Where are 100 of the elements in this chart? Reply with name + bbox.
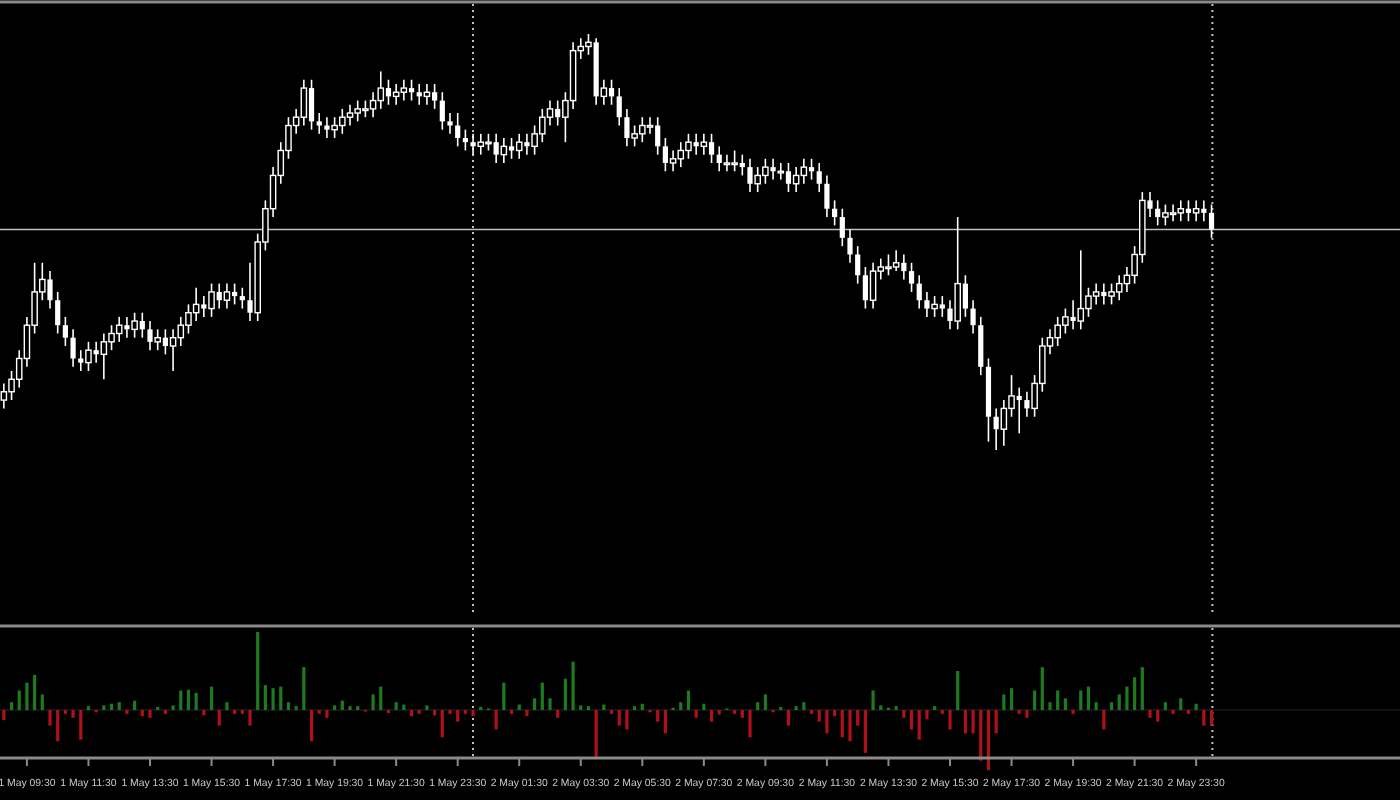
candlestick	[662, 137, 668, 173]
candlestick	[924, 291, 930, 318]
candlestick	[1185, 199, 1192, 222]
candlestick	[808, 158, 815, 181]
candlestick	[892, 249, 900, 272]
candlestick	[1000, 399, 1008, 447]
candlestick	[493, 133, 499, 164]
candlestick	[1016, 386, 1022, 435]
candlestick	[477, 133, 485, 156]
candlestick	[78, 349, 84, 372]
candlestick	[377, 70, 385, 110]
candlestick	[800, 158, 808, 185]
candlestick	[770, 158, 776, 181]
candlestick	[0, 382, 8, 410]
candlestick	[747, 158, 753, 193]
candlestick	[201, 295, 207, 318]
candlestick	[447, 112, 453, 135]
candlestick	[869, 262, 877, 310]
candlestick	[639, 116, 646, 143]
candlestick	[1024, 390, 1030, 418]
candlestick	[115, 316, 123, 343]
candlestick	[1169, 203, 1177, 222]
candlestick	[1101, 282, 1107, 306]
candlestick	[1115, 274, 1123, 302]
candlestick	[1177, 199, 1185, 222]
candlestick	[739, 153, 745, 177]
candlestick	[331, 116, 338, 139]
candlestick	[462, 128, 468, 152]
candlestick	[731, 149, 738, 173]
candlestick	[839, 207, 845, 247]
candlestick	[1208, 203, 1215, 239]
candlestick	[300, 78, 308, 127]
candlestick	[515, 133, 523, 160]
candlestick	[169, 328, 177, 372]
candlestick	[369, 91, 377, 118]
candlestick	[216, 282, 222, 310]
candlestick	[762, 158, 769, 185]
candlestick	[354, 99, 361, 123]
candlestick	[55, 291, 61, 335]
candlestick	[716, 145, 722, 173]
candlestick	[432, 83, 438, 110]
candlestick	[1062, 307, 1069, 335]
candlestick	[908, 262, 915, 293]
candlestick	[777, 162, 785, 181]
candlestick	[154, 328, 161, 351]
candlestick	[70, 328, 76, 368]
candlestick	[531, 124, 538, 156]
candlestick	[677, 141, 685, 168]
candlestick	[508, 137, 515, 160]
candlestick	[416, 83, 422, 106]
candlestick	[546, 99, 554, 127]
candlestick	[47, 270, 53, 310]
candlestick	[693, 133, 699, 156]
candlestick	[555, 99, 561, 127]
candlestick	[1192, 199, 1200, 222]
candlestick	[978, 316, 984, 376]
candlestick	[655, 116, 661, 156]
candlestick	[139, 311, 145, 339]
candlestick	[608, 78, 615, 106]
candlestick	[316, 112, 322, 135]
candlestick	[400, 78, 408, 102]
candlestick	[931, 295, 938, 318]
candlestick	[324, 116, 330, 139]
candlestick	[539, 108, 546, 143]
candlestick	[93, 341, 99, 364]
candlestick	[700, 133, 708, 156]
candlestick	[916, 274, 922, 310]
candlestick	[1092, 282, 1100, 306]
candlestick	[1201, 199, 1207, 222]
candlestick	[124, 316, 130, 339]
candlestick	[100, 332, 108, 381]
candlestick	[147, 320, 153, 351]
candlestick	[455, 112, 461, 148]
candlestick	[385, 78, 392, 106]
candlestick	[824, 174, 830, 218]
candlestick	[885, 253, 892, 277]
candlestick	[1054, 316, 1061, 347]
candlestick	[855, 245, 861, 285]
candlestick	[847, 228, 853, 264]
candlestick	[816, 162, 822, 193]
candlestick	[162, 328, 168, 356]
candlestick	[993, 407, 999, 451]
candlestick	[616, 87, 622, 127]
candlestick	[1162, 203, 1169, 227]
candlestick	[408, 78, 415, 102]
candlestick	[339, 108, 346, 135]
candlestick	[685, 133, 692, 160]
candlestick	[439, 91, 445, 131]
candlestick	[939, 295, 945, 318]
candlestick	[62, 316, 68, 347]
candlestick	[1155, 199, 1161, 227]
candlestick	[962, 274, 968, 318]
candlestick	[239, 286, 245, 310]
candlestick	[723, 153, 731, 173]
candlestick	[669, 149, 677, 173]
candlestick	[954, 216, 961, 331]
candlestick	[524, 133, 530, 156]
candlestick	[1077, 249, 1085, 331]
candlestick	[308, 78, 315, 131]
candlestick	[208, 282, 215, 318]
